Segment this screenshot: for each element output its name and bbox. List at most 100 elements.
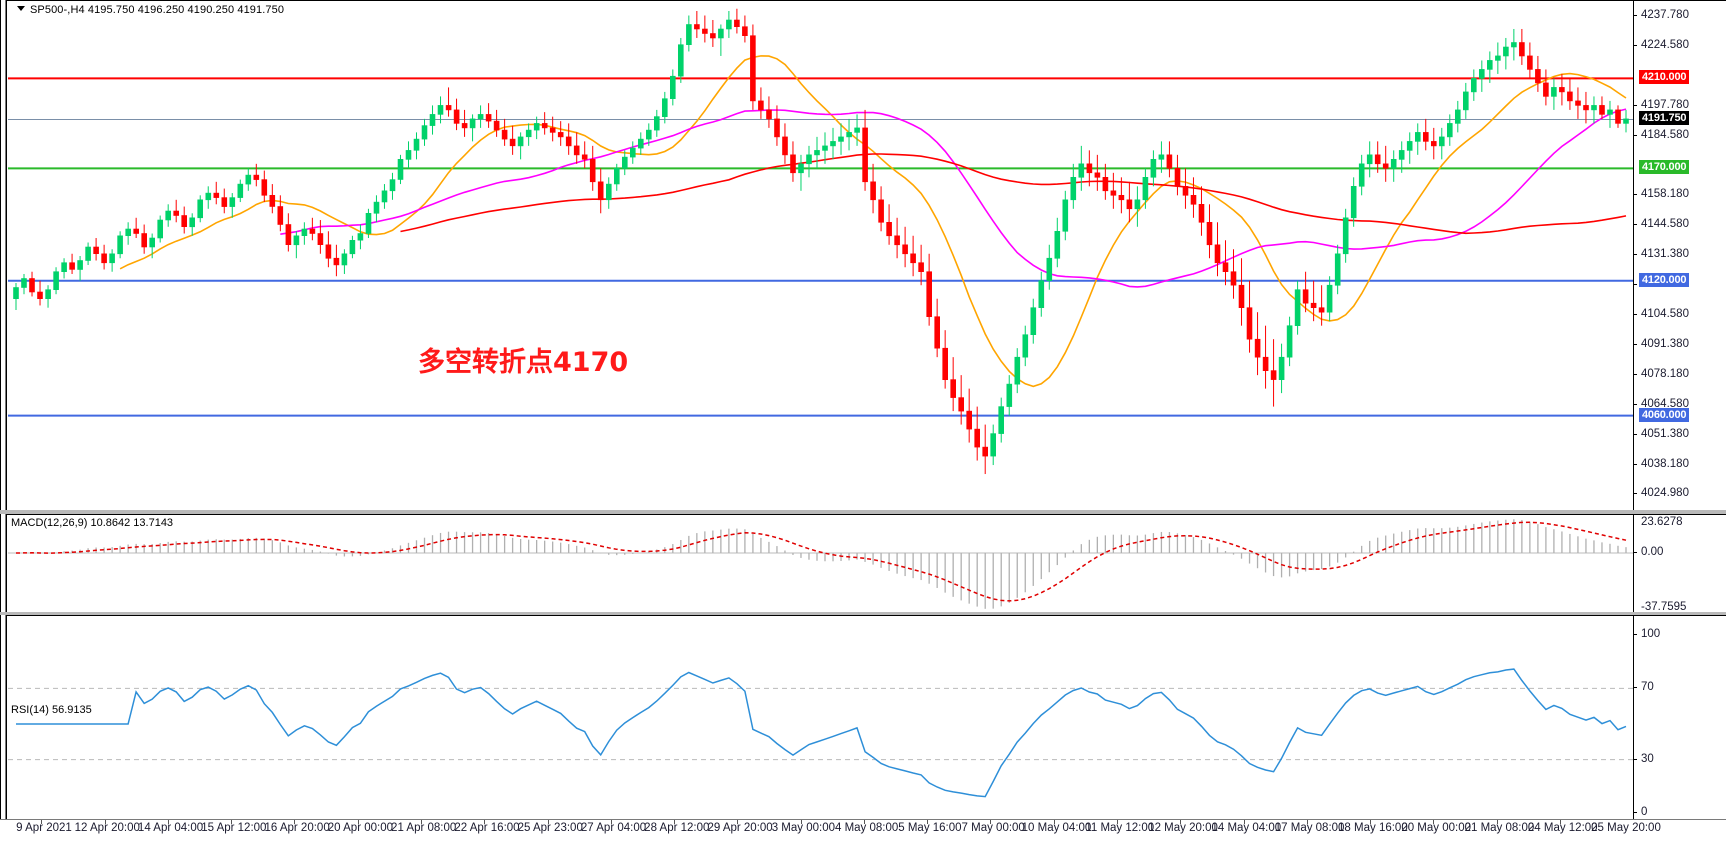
time-axis-tick: [357, 820, 359, 824]
time-axis-tick: [1433, 820, 1435, 824]
time-axis-label: 9 Apr 2021: [16, 822, 72, 834]
time-axis-label: 25 Apr 23:00: [517, 822, 583, 834]
time-axis-label: 24 May 12:00: [1527, 822, 1598, 834]
time-axis-label: 15 Apr 12:00: [201, 822, 267, 834]
price-level-label-support-4060[interactable]: 4060.000: [1639, 407, 1690, 422]
pane-separator-1[interactable]: [0, 510, 1726, 514]
price-tick: [1633, 134, 1637, 136]
rsi-tick-label: 100: [1641, 628, 1661, 640]
macd-header: MACD(12,26,9) 10.8642 13.7143: [11, 517, 174, 529]
time-axis-tick: [1560, 820, 1561, 824]
rsi-tick-label: 70: [1641, 681, 1654, 694]
time-axis-label: 4 May 08:00: [834, 822, 899, 834]
time-axis-tick: [1053, 820, 1055, 824]
price-level-label-resistance-4210[interactable]: 4210.000: [1639, 70, 1690, 85]
price-tick: [1633, 193, 1637, 195]
time-axis-tick: [1306, 820, 1308, 824]
time-axis-label: 16 Apr 20:00: [264, 822, 330, 834]
left-rail: [0, 0, 6, 819]
price-tick: [1633, 314, 1637, 316]
time-axis-label: 21 May 08:00: [1464, 822, 1535, 834]
time-axis-tick: [737, 820, 739, 824]
time-axis-label: 18 May 16:00: [1338, 822, 1408, 834]
price-tick-label: 4184.580: [1641, 128, 1689, 141]
time-axis-tick: [1496, 820, 1498, 824]
macd-plot: [8, 519, 1633, 609]
rsi-tick: [1633, 687, 1637, 689]
price-tick: [1633, 224, 1637, 226]
time-axis-tick: [1117, 820, 1119, 824]
symbol-header: SP500-,H4 4195.750 4196.250 4190.250 419…: [17, 4, 284, 16]
price-tick: [1633, 493, 1637, 495]
rsi-tick-label: 30: [1641, 752, 1654, 765]
price-tick: [1633, 433, 1637, 435]
time-axis-tick: [41, 820, 43, 824]
time-axis[interactable]: 9 Apr 2021 12 Apr 20:00 14 Apr 04:00 15 Apr…: [0, 819, 1726, 842]
chart-annotation-text: 多空转折点4170: [418, 347, 629, 378]
time-axis-label: 20 Apr 00:00: [327, 822, 394, 834]
price-level-label-support-4120[interactable]: 4120.000: [1639, 272, 1690, 287]
time-axis-label: 11 May 12:00: [1085, 822, 1155, 834]
time-axis-label: 12 Apr 20:00: [74, 822, 140, 834]
price-tick-label: 4158.180: [1641, 187, 1689, 200]
time-axis-label: 21 Apr 08:00: [391, 822, 457, 834]
time-axis-label: 17 May 08:00: [1274, 822, 1345, 834]
price-tick-label: 4237.780: [1641, 8, 1689, 21]
price-tick: [1633, 44, 1637, 46]
time-axis-tick: [1243, 820, 1245, 824]
time-axis-tick: [104, 820, 106, 824]
price-level-label-pivot-4170[interactable]: 4170.000: [1639, 160, 1690, 175]
price-level-label-last-price-4191[interactable]: 4191.750: [1639, 111, 1690, 126]
time-axis-tick: [484, 820, 486, 824]
time-axis-label: 27 Apr 04:00: [580, 822, 647, 834]
time-axis-label: 20 May 00:00: [1401, 822, 1471, 834]
rsi-pane[interactable]: RSI(14) 56.9135 100 70 30 0: [6, 615, 1726, 820]
time-axis-label: 12 May 20:00: [1148, 822, 1218, 834]
macd-axis[interactable]: 23.6278 0.00 -37.7595: [1633, 515, 1726, 613]
price-tick: [1633, 373, 1637, 375]
time-axis-tick: [167, 820, 169, 824]
time-axis-tick: [927, 820, 929, 824]
price-tick: [1633, 254, 1637, 256]
rsi-tick: [1633, 634, 1637, 635]
time-axis-label: 22 Apr 16:00: [454, 822, 520, 834]
time-axis-tick: [294, 820, 296, 824]
triangle-down-icon[interactable]: [17, 6, 25, 11]
time-axis-label: 28 Apr 12:00: [644, 822, 710, 834]
price-tick-label: 4104.580: [1641, 308, 1689, 321]
macd-tick-label: 23.6278: [1641, 516, 1683, 528]
pane-separator-2[interactable]: [0, 612, 1726, 615]
price-axis[interactable]: 4237.780 4224.580 4197.780 4184.580 4158.180…: [1633, 1, 1726, 511]
time-axis-tick: [547, 820, 549, 824]
price-chart-pane[interactable]: SP500-,H4 4195.750 4196.250 4190.250 419…: [6, 0, 1726, 511]
rsi-axis[interactable]: 100 70 30 0: [1633, 616, 1726, 820]
time-axis-label: 14 May 04:00: [1211, 822, 1282, 834]
time-axis-tick: [674, 820, 676, 824]
rsi-tick: [1633, 758, 1637, 760]
price-tick-label: 4038.180: [1641, 457, 1689, 470]
rsi-tick: [1633, 812, 1637, 813]
price-tick: [1633, 344, 1637, 346]
symbol-header-text: SP500-,H4 4195.750 4196.250 4190.250 419…: [30, 4, 285, 16]
price-tick-label: 4144.580: [1641, 218, 1689, 231]
price-tick: [1633, 104, 1637, 106]
time-axis-tick: [800, 820, 802, 824]
time-axis-label: 7 May 00:00: [961, 822, 1025, 834]
time-axis-label: 14 Apr 04:00: [137, 822, 204, 834]
rsi-header: RSI(14) 56.9135: [11, 704, 92, 716]
price-tick-label: 4051.380: [1641, 427, 1689, 440]
price-tick-label: 4078.180: [1641, 367, 1689, 380]
price-tick-label: 4091.380: [1641, 338, 1689, 351]
time-axis-tick: [1370, 820, 1372, 824]
time-axis-tick: [231, 820, 233, 824]
time-axis-label: 10 May 04:00: [1021, 822, 1092, 834]
macd-tick: [1633, 551, 1637, 553]
time-axis-tick: [420, 820, 422, 824]
macd-pane[interactable]: MACD(12,26,9) 10.8642 13.7143 23.6278 0.0…: [6, 514, 1726, 613]
time-axis-tick: [863, 820, 865, 824]
time-axis-label: 3 May 00:00: [771, 822, 836, 834]
time-axis-tick: [610, 820, 612, 824]
price-tick: [1633, 463, 1637, 465]
time-axis-label: 5 May 16:00: [898, 822, 962, 834]
